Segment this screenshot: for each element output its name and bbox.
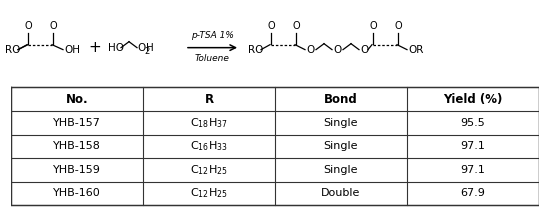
Text: Single: Single xyxy=(324,165,358,175)
Text: Yield (%): Yield (%) xyxy=(443,93,503,106)
Text: R: R xyxy=(205,93,213,106)
Text: OH: OH xyxy=(64,45,80,55)
Text: 97.1: 97.1 xyxy=(460,165,486,175)
Text: Single: Single xyxy=(324,118,358,128)
Text: O: O xyxy=(369,21,377,31)
Text: O: O xyxy=(24,21,32,31)
Text: H: H xyxy=(146,43,154,53)
Text: C$_{12}$H$_{25}$: C$_{12}$H$_{25}$ xyxy=(190,187,228,200)
Text: YHB-160: YHB-160 xyxy=(53,189,101,199)
Text: C$_{12}$H$_{25}$: C$_{12}$H$_{25}$ xyxy=(190,163,228,177)
Text: RO: RO xyxy=(248,45,263,55)
Text: YHB-158: YHB-158 xyxy=(53,141,101,151)
Text: Single: Single xyxy=(324,141,358,151)
Text: No.: No. xyxy=(65,93,89,106)
Text: O: O xyxy=(267,21,275,31)
Text: 97.1: 97.1 xyxy=(460,141,486,151)
Text: Double: Double xyxy=(321,189,361,199)
Text: YHB-159: YHB-159 xyxy=(53,165,101,175)
Text: Toluene: Toluene xyxy=(195,54,230,63)
Text: C$_{18}$H$_{37}$: C$_{18}$H$_{37}$ xyxy=(190,116,228,130)
Text: OR: OR xyxy=(408,45,424,55)
Text: O: O xyxy=(394,21,402,31)
Text: 95.5: 95.5 xyxy=(461,118,485,128)
Text: O: O xyxy=(292,21,300,31)
Text: YHB-157: YHB-157 xyxy=(53,118,101,128)
Text: O: O xyxy=(306,45,314,55)
Text: 2: 2 xyxy=(144,47,149,56)
Text: O: O xyxy=(333,45,341,55)
Text: C$_{16}$H$_{33}$: C$_{16}$H$_{33}$ xyxy=(190,139,228,153)
Text: O: O xyxy=(137,43,145,53)
Text: Bond: Bond xyxy=(324,93,358,106)
Text: +: + xyxy=(89,40,101,55)
Text: O: O xyxy=(360,45,368,55)
Text: 67.9: 67.9 xyxy=(460,189,486,199)
Text: RO: RO xyxy=(5,45,20,55)
Text: O: O xyxy=(49,21,57,31)
Text: HO: HO xyxy=(108,43,124,53)
Text: p-TSA 1%: p-TSA 1% xyxy=(191,31,234,40)
